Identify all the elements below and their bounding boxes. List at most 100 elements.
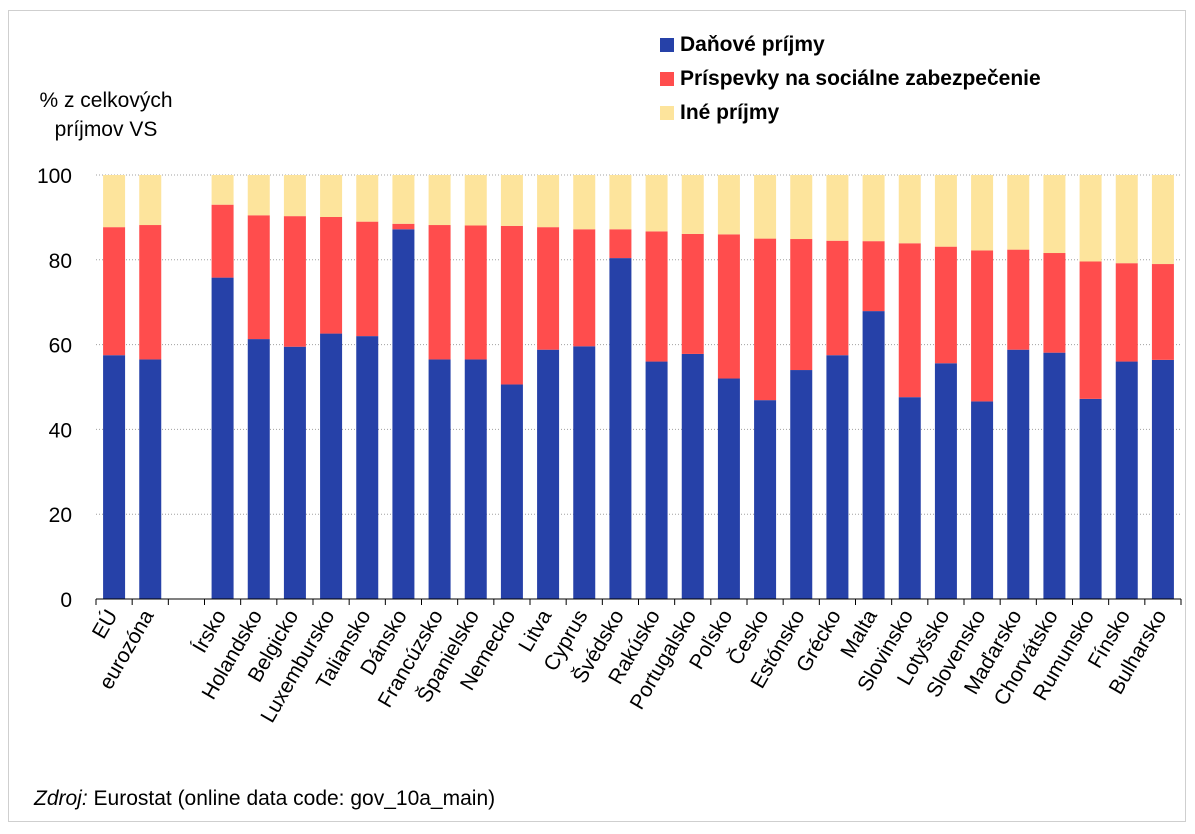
bar-segment-0 bbox=[500, 384, 523, 599]
bar-segment-2 bbox=[790, 175, 813, 240]
bar-segment-2 bbox=[283, 175, 306, 217]
bar-segment-2 bbox=[898, 175, 921, 244]
bar-segment-2 bbox=[1043, 175, 1066, 254]
y-tick-label: 20 bbox=[49, 504, 72, 527]
bar-segment-2 bbox=[1151, 175, 1174, 265]
legend-label-social: Príspevky na sociálne zabezpečenie bbox=[680, 67, 1041, 90]
bar-segment-2 bbox=[500, 175, 523, 226]
bar-segment-0 bbox=[1079, 398, 1102, 599]
legend-swatch-other bbox=[660, 106, 674, 120]
legend-swatch-tax bbox=[660, 38, 674, 52]
bar-segment-2 bbox=[103, 175, 126, 228]
bar-segment-1 bbox=[1043, 253, 1066, 353]
bar-segment-0 bbox=[247, 339, 270, 599]
y-tick-label: 80 bbox=[49, 250, 72, 273]
bar-segment-1 bbox=[645, 231, 668, 362]
bar-segment-1 bbox=[790, 239, 813, 371]
bar-segment-0 bbox=[211, 277, 234, 599]
bar-segment-0 bbox=[790, 370, 813, 599]
bar-segment-0 bbox=[1043, 352, 1066, 599]
bar-segment-2 bbox=[717, 175, 740, 235]
bar-segment-1 bbox=[717, 234, 740, 379]
bar-segment-2 bbox=[428, 175, 451, 226]
source-prefix: Zdroj: bbox=[34, 787, 88, 810]
bar-segment-2 bbox=[754, 175, 777, 239]
bar-segment-2 bbox=[464, 175, 487, 226]
bar-segment-1 bbox=[537, 227, 560, 350]
bar-segment-1 bbox=[934, 246, 957, 364]
bar-segment-1 bbox=[826, 240, 849, 356]
bar-segment-1 bbox=[862, 241, 885, 312]
legend-label-tax: Daňové príjmy bbox=[680, 33, 825, 56]
bar-segment-0 bbox=[139, 359, 162, 599]
bar-segment-1 bbox=[211, 204, 234, 278]
bar-segment-2 bbox=[645, 175, 668, 232]
bar-segment-1 bbox=[681, 233, 704, 354]
bar-segment-0 bbox=[826, 355, 849, 599]
y-tick-label: 0 bbox=[60, 589, 72, 612]
bar-segment-1 bbox=[1115, 263, 1138, 362]
bar-segment-1 bbox=[754, 238, 777, 401]
bar-segment-2 bbox=[537, 175, 560, 228]
bar-segment-2 bbox=[934, 175, 957, 247]
bar-segment-0 bbox=[537, 349, 560, 599]
bar-segment-0 bbox=[356, 336, 379, 599]
bar-segment-2 bbox=[1115, 175, 1138, 264]
bar-segment-1 bbox=[898, 243, 921, 398]
bar-segment-0 bbox=[971, 401, 994, 599]
bar-segment-0 bbox=[1007, 349, 1030, 599]
bar-segment-1 bbox=[356, 221, 379, 337]
y-axis-label: % z celkových príjmov VS bbox=[39, 89, 173, 141]
bar-segment-0 bbox=[717, 378, 740, 599]
bar-segment-2 bbox=[356, 175, 379, 222]
legend-item-social: Príspevky na sociálne zabezpečenie bbox=[660, 64, 1041, 94]
bar-segment-1 bbox=[320, 216, 343, 334]
bar-segment-1 bbox=[1079, 261, 1102, 399]
y-tick-label: 40 bbox=[49, 419, 72, 442]
bar-segment-1 bbox=[609, 229, 632, 259]
bar-segment-0 bbox=[103, 355, 126, 599]
x-tick-label: EÚ bbox=[88, 606, 123, 643]
bar-segment-0 bbox=[934, 363, 957, 599]
bar-segment-1 bbox=[283, 216, 306, 347]
bar-segment-2 bbox=[573, 175, 596, 230]
bar-segment-1 bbox=[247, 215, 270, 340]
bar-segment-1 bbox=[1007, 249, 1030, 350]
bar-segment-1 bbox=[103, 227, 126, 356]
bar-segment-0 bbox=[645, 361, 668, 599]
bar-segment-1 bbox=[971, 250, 994, 402]
bar-segment-0 bbox=[428, 359, 451, 599]
legend-swatch-social bbox=[660, 72, 674, 86]
bar-segment-0 bbox=[609, 258, 632, 599]
y-tick-label: 60 bbox=[49, 335, 72, 358]
legend-label-other: Iné príjmy bbox=[680, 101, 780, 124]
bar-segment-2 bbox=[320, 175, 343, 217]
bar-segment-1 bbox=[1151, 264, 1174, 360]
bar-segment-2 bbox=[681, 175, 704, 234]
bar-segment-0 bbox=[681, 353, 704, 599]
bar-segment-2 bbox=[247, 175, 270, 216]
chart-frame bbox=[8, 10, 1186, 822]
bar-segment-2 bbox=[392, 175, 415, 224]
bar-segment-1 bbox=[573, 229, 596, 347]
bar-segment-0 bbox=[862, 311, 885, 599]
bar-segment-2 bbox=[971, 175, 994, 251]
bar-segment-1 bbox=[392, 223, 415, 230]
bar-segment-2 bbox=[862, 175, 885, 242]
legend-item-other: Iné príjmy bbox=[660, 98, 779, 128]
legend-item-tax: Daňové príjmy bbox=[660, 30, 825, 60]
bar-segment-0 bbox=[283, 346, 306, 599]
bar-segment-1 bbox=[428, 225, 451, 360]
y-tick-label: 100 bbox=[37, 165, 72, 188]
source-note: Zdroj: Eurostat (online data code: gov_1… bbox=[34, 787, 495, 811]
bar-segment-0 bbox=[464, 359, 487, 599]
bar-segment-2 bbox=[211, 175, 234, 205]
bar-segment-2 bbox=[609, 175, 632, 230]
bar-segment-0 bbox=[1115, 361, 1138, 599]
source-text: Eurostat (online data code: gov_10a_main… bbox=[87, 787, 496, 810]
bar-segment-0 bbox=[754, 400, 777, 599]
bar-segment-0 bbox=[573, 346, 596, 599]
bar-segment-2 bbox=[139, 175, 162, 226]
bar-segment-0 bbox=[320, 333, 343, 599]
